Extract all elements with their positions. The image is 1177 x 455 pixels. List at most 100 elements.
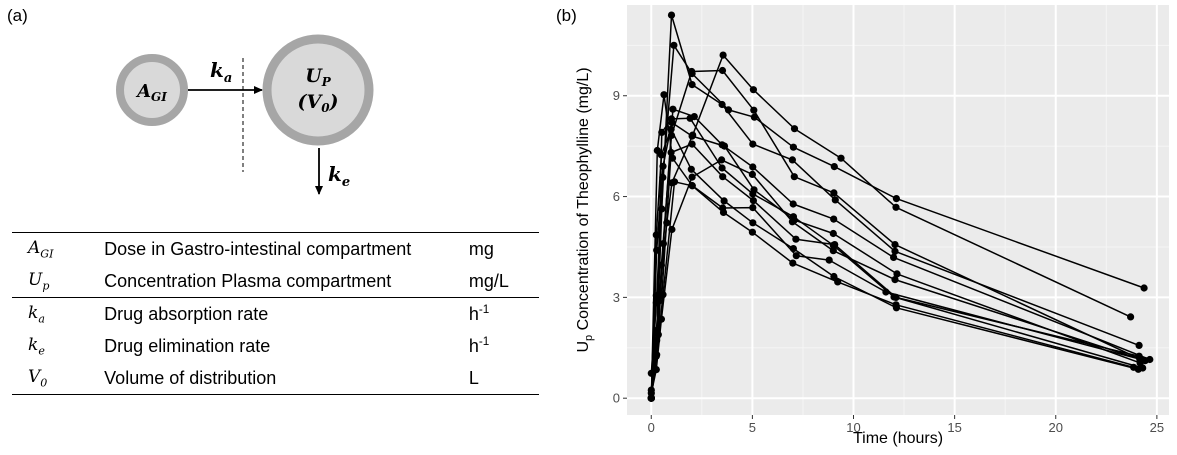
subject-7-point [891,276,899,284]
subject-4-point [659,240,667,248]
subject-1-point [750,113,758,121]
subject-7-point [652,366,660,374]
subject-1-point [830,163,838,171]
subject-3-point [893,270,901,278]
param-unit: mg [468,232,539,265]
subject-11-point [667,125,675,133]
subject-5-point [688,81,696,89]
subject-11-point [652,231,660,239]
x-tick-label: 5 [749,420,756,435]
subject-1-point [647,369,655,377]
subject-8-point [749,197,757,205]
plasma-compartment-label: UP [305,65,332,89]
subject-9-point [1141,357,1149,365]
subject-10-point [837,154,845,162]
subject-12-point [647,394,655,402]
subject-7-point [718,156,726,164]
plasma-volume-label: (V0) [297,91,338,115]
panel-b-label: (b) [556,6,577,25]
subject-10-point [647,386,655,394]
subject-4-point [890,253,898,261]
param-description: Dose in Gastro-intestinal compartment [104,232,469,265]
subject-11-point [720,197,728,205]
subject-3-point [659,162,667,170]
table-row: V0 Volume of distribution L [12,362,539,395]
subject-7-point [748,170,756,178]
elimination-rate-label: ke [328,162,350,190]
subject-2-point [653,336,661,344]
subject-1-point [659,173,667,181]
y-axis-label: Up Concentration of Theophylline (mg/L) [575,67,595,352]
subject-8-point [667,148,675,157]
subject-5-point [1135,341,1143,349]
subject-10-point [655,297,663,305]
subject-10-point [892,203,900,211]
subject-12-point [688,67,696,76]
subject-12-point [667,131,676,139]
subject-10-point [790,125,799,133]
subject-9-point [825,256,833,264]
subject-11-point [657,151,665,159]
subject-3-point [829,229,837,238]
subject-12-point [750,106,758,114]
subject-5-point [788,156,796,164]
subject-12-point [790,173,798,181]
subject-9-point [668,154,677,162]
x-tick-label: 10 [846,420,860,435]
subject-6-point [789,259,797,267]
subject-7-point [829,247,837,255]
subject-5-point [667,11,676,19]
param-symbol: V0 [12,362,105,395]
subject-4-point [690,113,698,121]
subject-8-point [688,140,696,148]
subject-11-point [1134,365,1142,373]
subject-10-point [749,86,757,94]
subject-9-point [749,204,757,212]
y-tick-label: 3 [613,290,620,305]
param-description: Volume of distribution [104,362,469,395]
y-tick-label: 9 [613,88,620,103]
subject-10-point [719,51,727,59]
param-description: Drug absorption rate [104,297,469,330]
subject-1-point [789,143,797,151]
gi-compartment-label: AGI [135,81,167,104]
subject-3-point [750,186,758,194]
table-row: ke Drug elimination rate h-1 [12,330,539,362]
subject-4-point [830,215,838,223]
x-tick-label: 25 [1150,420,1164,435]
param-description: Drug elimination rate [104,335,271,356]
subject-7-point [788,218,796,226]
y-tick-label: 6 [613,189,620,204]
subject-12-point [718,66,727,75]
subject-9-point [660,91,668,99]
subject-10-point [663,219,671,227]
subject-12-point [830,189,838,197]
subject-9-point [719,204,727,212]
gi-compartment-circle [116,54,188,126]
subject-1-point [892,195,900,203]
param-unit: h-1 [468,335,490,356]
y-axis-ticks: 0 3 6 9 [613,88,627,406]
subject-6-point [834,278,842,286]
subject-7-point [688,173,696,181]
plasma-compartment-circle [262,34,374,146]
subject-12-point [891,241,899,249]
grid-minor [627,5,1169,415]
subject-5-point [831,196,839,204]
subject-7-point [657,315,665,323]
series-points [647,11,1154,402]
subject-2-point [658,128,666,136]
subject-11-point [687,165,695,173]
panel-a-label: (a) [7,6,28,25]
subject-10-point [689,131,697,139]
subject-8-point [831,241,839,249]
absorption-rate-label: ka [210,58,232,86]
subject-12-point [1136,355,1144,363]
table-row: ka Drug absorption rate h-1 [12,297,539,330]
param-symbol: Up [28,269,50,293]
param-symbol: ka [12,297,105,330]
subject-5-point [891,247,899,255]
subject-12-point [657,261,665,269]
param-description: Concentration Plasma compartment [104,270,392,291]
subject-1-point [1140,284,1148,292]
